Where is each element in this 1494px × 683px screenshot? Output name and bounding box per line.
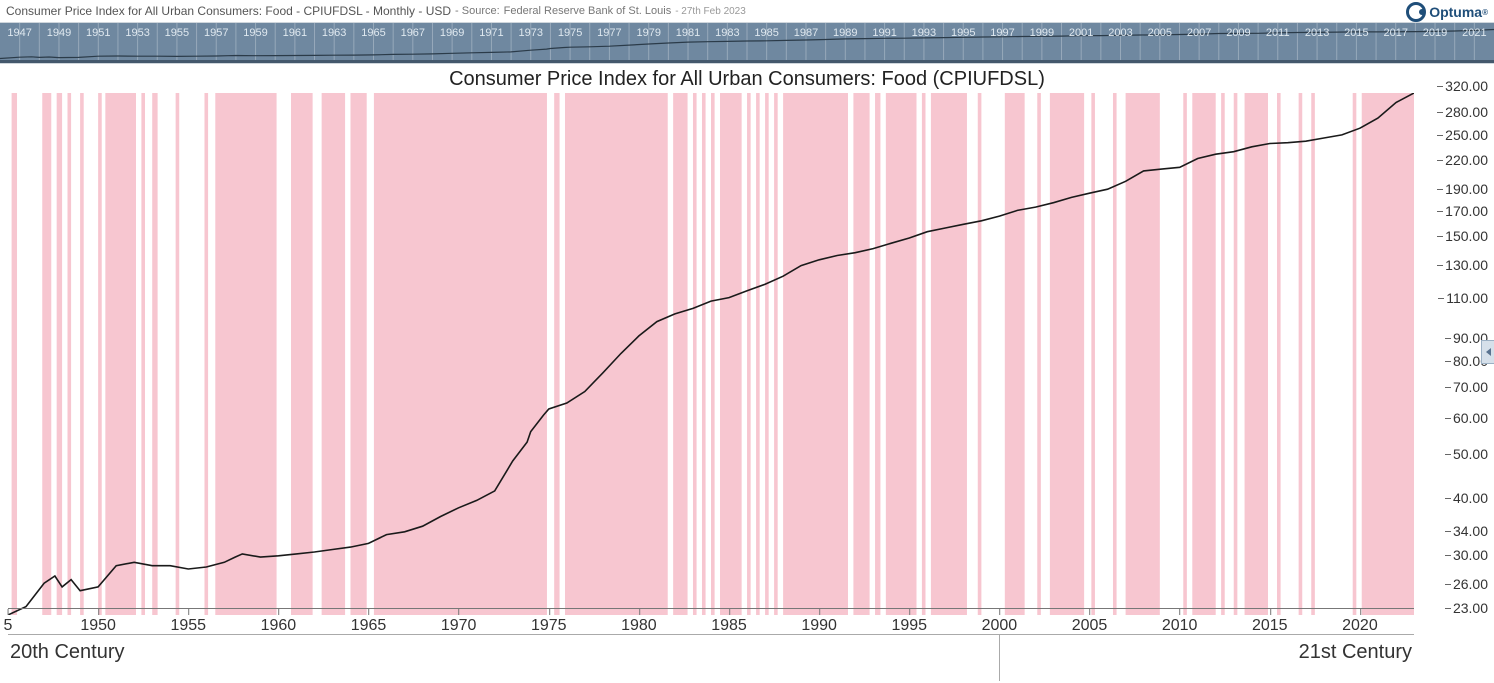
brand-logo: Optuma® bbox=[1406, 2, 1488, 22]
overview-year-label: 1981 bbox=[676, 27, 700, 39]
century-divider bbox=[999, 635, 1000, 681]
x-tick-label: 2010 bbox=[1162, 617, 1198, 635]
overview-year-label: 1997 bbox=[990, 27, 1014, 39]
overview-year-label: 2005 bbox=[1148, 27, 1172, 39]
century-axis: 20th Century 21st Century bbox=[8, 634, 1414, 675]
century-left-label: 20th Century bbox=[10, 641, 125, 664]
x-tick-label: 1975 bbox=[531, 617, 567, 635]
y-tick-label: 110.00 bbox=[1446, 290, 1488, 306]
x-tick-label: 2000 bbox=[982, 617, 1018, 635]
x-tick-label: 1985 bbox=[711, 617, 747, 635]
overview-year-label: 1971 bbox=[479, 27, 503, 39]
x-tick-label: 1980 bbox=[621, 617, 657, 635]
overview-year-label: 1993 bbox=[912, 27, 936, 39]
overview-year-label: 2001 bbox=[1069, 27, 1093, 39]
overview-year-label: 1999 bbox=[1030, 27, 1054, 39]
y-tick-label: 60.00 bbox=[1453, 410, 1488, 426]
x-tick-label: 1960 bbox=[261, 617, 297, 635]
overview-year-label: 1951 bbox=[86, 27, 110, 39]
overview-year-label: 2017 bbox=[1383, 27, 1407, 39]
axis-expand-icon[interactable] bbox=[1481, 340, 1494, 364]
overview-year-label: 2011 bbox=[1266, 27, 1290, 39]
y-tick-label: 50.00 bbox=[1453, 446, 1488, 462]
header-title: Consumer Price Index for All Urban Consu… bbox=[6, 4, 451, 18]
x-tick-label: 1955 bbox=[170, 617, 206, 635]
overview-year-label: 1983 bbox=[715, 27, 739, 39]
x-tick-label: 1965 bbox=[351, 617, 387, 635]
x-tick-label: 2015 bbox=[1252, 617, 1288, 635]
century-right-label: 21st Century bbox=[1299, 641, 1412, 664]
header-date: - 27th Feb 2023 bbox=[675, 6, 746, 17]
y-tick-label: 250.00 bbox=[1445, 127, 1488, 143]
overview-year-label: 1953 bbox=[125, 27, 149, 39]
overview-year-label: 1977 bbox=[597, 27, 621, 39]
overview-year-label: 1987 bbox=[794, 27, 818, 39]
y-tick-label: 70.00 bbox=[1453, 379, 1488, 395]
overview-year-label: 2019 bbox=[1423, 27, 1447, 39]
overview-year-label: 1949 bbox=[47, 27, 71, 39]
y-tick-label: 150.00 bbox=[1445, 228, 1488, 244]
overview-year-label: 2003 bbox=[1108, 27, 1132, 39]
x-tick-label: 2005 bbox=[1072, 617, 1108, 635]
overview-year-label: 1957 bbox=[204, 27, 228, 39]
overview-year-label: 1991 bbox=[872, 27, 896, 39]
overview-year-label: 1973 bbox=[519, 27, 543, 39]
overview-year-label: 2021 bbox=[1462, 27, 1486, 39]
header-source: Federal Reserve Bank of St. Louis bbox=[504, 5, 672, 17]
overview-year-label: 2015 bbox=[1344, 27, 1368, 39]
x-tick-label: 2020 bbox=[1342, 617, 1378, 635]
overview-year-label: 2009 bbox=[1226, 27, 1250, 39]
main-chart bbox=[8, 93, 1414, 615]
y-tick-label: 30.00 bbox=[1453, 547, 1488, 563]
y-tick-label: 190.00 bbox=[1445, 181, 1488, 197]
brand-name: Optuma bbox=[1429, 4, 1482, 20]
overview-year-label: 1947 bbox=[7, 27, 31, 39]
brand-logo-icon bbox=[1406, 2, 1426, 22]
x-tick-label: 1990 bbox=[801, 617, 837, 635]
x-tick-label: 1950 bbox=[80, 617, 116, 635]
overview-year-label: 1955 bbox=[165, 27, 189, 39]
y-tick-label: 320.00 bbox=[1445, 78, 1488, 94]
overview-year-label: 1969 bbox=[440, 27, 464, 39]
overview-year-label: 2013 bbox=[1305, 27, 1329, 39]
x-tick-label: 1995 bbox=[891, 617, 927, 635]
x-axis: 5195019551960196519701975198019851990199… bbox=[8, 608, 1414, 635]
y-tick-label: 40.00 bbox=[1453, 490, 1488, 506]
overview-year-label: 1975 bbox=[558, 27, 582, 39]
chart-title: Consumer Price Index for All Urban Consu… bbox=[0, 64, 1494, 93]
overview-year-label: 1995 bbox=[951, 27, 975, 39]
x-tick-label: 5 bbox=[4, 617, 13, 635]
overview-year-label: 2007 bbox=[1187, 27, 1211, 39]
y-tick-label: 34.00 bbox=[1453, 523, 1488, 539]
y-tick-label: 23.00 bbox=[1453, 600, 1488, 616]
y-tick-label: 280.00 bbox=[1445, 104, 1488, 120]
header-source-prefix: - Source: bbox=[455, 5, 500, 17]
overview-strip[interactable]: 1947 1949 1951 1953 1955 1957 1959 1961 1963 1965… bbox=[0, 23, 1494, 64]
overview-year-label: 1961 bbox=[283, 27, 307, 39]
x-tick-label: 1970 bbox=[441, 617, 477, 635]
overview-year-label: 1967 bbox=[401, 27, 425, 39]
y-tick-label: 220.00 bbox=[1445, 152, 1488, 168]
y-tick-label: 130.00 bbox=[1445, 257, 1488, 273]
y-tick-label: 26.00 bbox=[1453, 576, 1488, 592]
main-chart-area[interactable] bbox=[8, 93, 1414, 615]
overview-year-label: 1989 bbox=[833, 27, 857, 39]
overview-year-label: 1963 bbox=[322, 27, 346, 39]
overview-year-label: 1985 bbox=[754, 27, 778, 39]
header-bar: Consumer Price Index for All Urban Consu… bbox=[0, 0, 1494, 23]
y-tick-label: 170.00 bbox=[1445, 203, 1488, 219]
overview-year-label: 1979 bbox=[636, 27, 660, 39]
overview-year-label: 1959 bbox=[243, 27, 267, 39]
overview-year-label: 1965 bbox=[361, 27, 385, 39]
